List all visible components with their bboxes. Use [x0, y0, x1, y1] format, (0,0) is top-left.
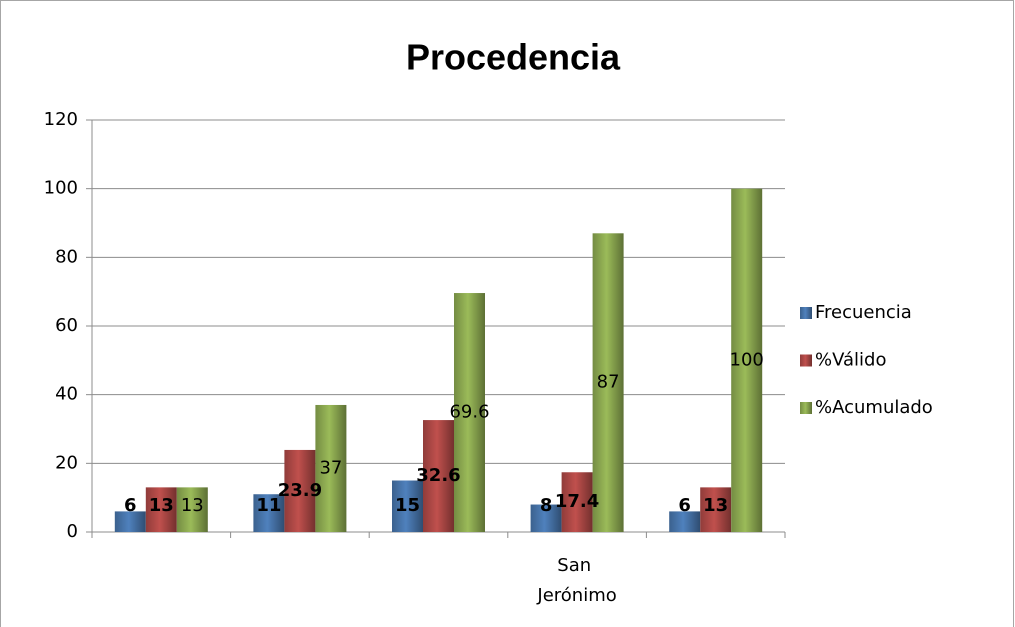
- legend-swatch: [800, 354, 812, 367]
- chart-title: Procedencia: [406, 37, 621, 78]
- bar: [454, 293, 485, 532]
- legend-swatch: [800, 307, 812, 319]
- bar: [315, 404, 347, 532]
- bar: [561, 472, 593, 532]
- bar: [253, 494, 285, 532]
- legend-swatch: [800, 402, 812, 414]
- data-label: 13: [181, 495, 204, 516]
- data-label: 100: [730, 349, 764, 370]
- bar: [284, 449, 316, 532]
- y-tick-label: 20: [55, 452, 78, 473]
- bar: [530, 504, 562, 532]
- legend-label: Frecuencia: [815, 302, 912, 323]
- data-label: 15: [395, 495, 420, 516]
- legend-label: %Válido: [815, 350, 887, 371]
- bar: [423, 420, 454, 532]
- data-label: 23.9: [278, 480, 322, 501]
- y-tick-label: 80: [55, 246, 78, 267]
- data-label: 6: [124, 495, 137, 516]
- y-tick-label: 60: [55, 315, 78, 336]
- data-label: 8: [540, 495, 553, 516]
- data-label: 32.6: [416, 465, 460, 486]
- data-label: 37: [319, 457, 342, 478]
- y-tick-label: 40: [55, 384, 78, 405]
- data-label: 13: [703, 495, 728, 516]
- data-label: 11: [256, 495, 281, 516]
- data-label: 6: [678, 495, 691, 516]
- data-label: 87: [597, 372, 620, 393]
- data-label: 69.6: [449, 402, 489, 423]
- bar: [700, 487, 732, 532]
- y-tick-label: 120: [44, 109, 78, 130]
- bar: [392, 480, 423, 532]
- data-label: 13: [149, 495, 174, 516]
- y-tick-label: 100: [44, 178, 78, 199]
- bar: [731, 188, 763, 532]
- bar: [592, 233, 624, 533]
- legend-label: %Acumulado: [815, 397, 933, 418]
- bar: [114, 511, 146, 532]
- x-tick-label: San Jerónimo: [536, 555, 616, 606]
- bar: [145, 487, 177, 532]
- data-label: 17.4: [555, 491, 599, 512]
- bar: [669, 511, 701, 532]
- bar: [176, 487, 208, 532]
- y-tick-label: 0: [67, 521, 78, 542]
